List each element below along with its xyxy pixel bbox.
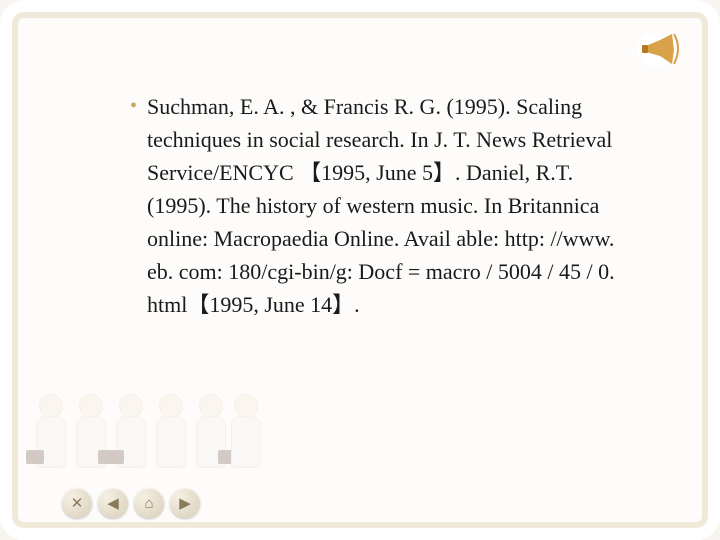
- content-area: • Suchman, E. A. , & Francis R. G. (1995…: [130, 90, 640, 321]
- nav-home[interactable]: ⌂: [134, 488, 164, 518]
- slide-frame: • Suchman, E. A. , & Francis R. G. (1995…: [0, 0, 720, 540]
- nav-next[interactable]: ▶: [170, 488, 200, 518]
- bullet-item: • Suchman, E. A. , & Francis R. G. (1995…: [130, 90, 640, 321]
- megaphone-icon: [636, 30, 684, 68]
- bullet-marker: •: [130, 90, 137, 123]
- bullet-text: Suchman, E. A. , & Francis R. G. (1995).…: [147, 90, 640, 321]
- navigation-bar: ✕ ◀ ⌂ ▶: [62, 488, 200, 518]
- nav-prev[interactable]: ◀: [98, 488, 128, 518]
- nav-close[interactable]: ✕: [62, 488, 92, 518]
